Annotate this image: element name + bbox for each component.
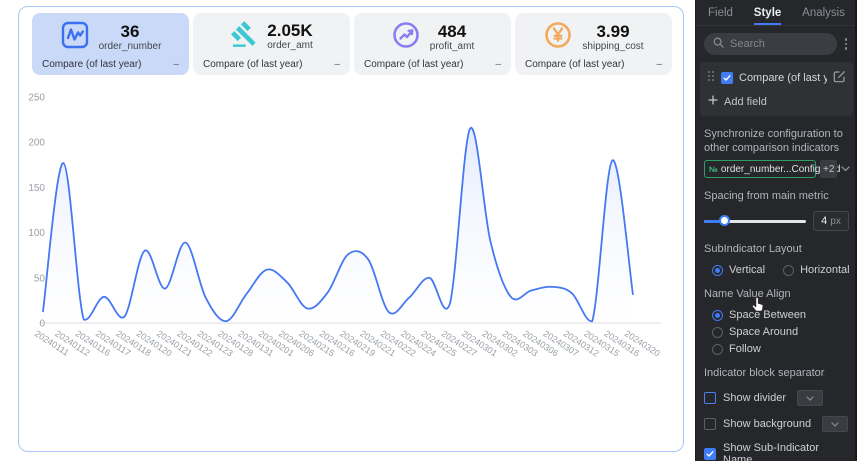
search-placeholder: Search — [730, 38, 765, 50]
collapse-indicator[interactable]: – — [495, 59, 501, 70]
plus-icon — [708, 95, 718, 108]
kpi-value: 2.05K — [267, 21, 313, 40]
pulse-chart-icon — [60, 20, 90, 55]
radio-icon[interactable] — [712, 326, 723, 338]
kpi-card-row: 36 order_number Compare (of last year) – — [32, 13, 672, 75]
compare-sub-indicator: Compare (of last year) — [203, 59, 303, 70]
field-list: Compare (of last year) Add field — [700, 62, 853, 116]
series-line — [42, 127, 634, 323]
chart-widget[interactable]: 36 order_number Compare (of last year) – — [18, 6, 684, 452]
kpi-card-profit-amt[interactable]: 484 profit_amt Compare (of last year) – — [354, 13, 511, 75]
radio-space-around[interactable]: Space Around — [712, 326, 849, 338]
kpi-label: order_amt — [267, 40, 313, 51]
spacing-unit: px — [830, 215, 841, 227]
y-axis-tick-label: 200 — [28, 138, 45, 149]
trend-up-icon — [391, 20, 421, 55]
field-checkbox[interactable] — [721, 71, 733, 84]
style-panel: Field Style Analysis Search — [695, 0, 857, 461]
search-input[interactable]: Search — [704, 33, 837, 55]
field-tag: № order_number...Configured — [704, 160, 840, 178]
field-item-label: Compare (of last year) — [739, 71, 827, 84]
spacing-value: 4 — [821, 215, 828, 227]
sync-target-select[interactable]: № order_number...Configured +2 — [704, 160, 851, 178]
area-fill — [43, 127, 633, 323]
background-style-dropdown[interactable] — [822, 416, 849, 432]
kpi-label: profit_amt — [429, 41, 475, 52]
align-label: Name Value Align — [704, 288, 791, 300]
show-divider-checkbox[interactable] — [704, 392, 716, 404]
separator-label: Indicator block separator — [704, 367, 825, 379]
search-icon — [713, 37, 724, 51]
y-axis-tick-label: 100 — [28, 228, 45, 239]
spacing-slider[interactable] — [704, 215, 806, 227]
field-item-compare[interactable]: Compare (of last year) — [700, 65, 853, 90]
tab-style[interactable]: Style — [753, 7, 782, 25]
radio-follow[interactable]: Follow — [712, 343, 849, 355]
radio-icon[interactable] — [712, 343, 723, 355]
radio-icon[interactable] — [712, 309, 723, 321]
y-axis-labels: 0 50 100 150 200 250 — [28, 93, 45, 330]
gavel-icon — [230, 20, 258, 53]
radio-space-between[interactable]: Space Between — [712, 309, 849, 321]
kpi-value: 3.99 — [596, 22, 630, 41]
show-background-checkbox[interactable] — [704, 418, 716, 430]
show-background-row[interactable]: Show background — [704, 416, 849, 432]
more-options-icon[interactable] — [843, 38, 850, 50]
sync-config-label: Synchronize configuration to other compa… — [704, 128, 843, 154]
kpi-label: shipping_cost — [582, 41, 644, 52]
chevron-down-icon — [841, 163, 851, 175]
yen-icon — [543, 20, 573, 55]
tab-analysis[interactable]: Analysis — [802, 7, 845, 19]
kpi-card-shipping-cost[interactable]: 3.99 shipping_cost Compare (of last year… — [515, 13, 672, 75]
drag-handle-icon[interactable] — [707, 70, 715, 85]
add-field-button[interactable]: Add field — [700, 90, 853, 113]
compare-sub-indicator: Compare (of last year) — [525, 59, 625, 70]
add-field-label: Add field — [724, 95, 767, 108]
y-axis-tick-label: 50 — [34, 273, 46, 284]
compare-sub-indicator: Compare (of last year) — [42, 59, 142, 70]
collapse-indicator[interactable]: – — [173, 59, 179, 70]
radio-icon[interactable] — [783, 264, 795, 276]
field-tag-label: order_number...Configured — [720, 163, 841, 175]
collapse-indicator[interactable]: – — [334, 59, 340, 70]
show-sub-indicator-name-row[interactable]: Show Sub-Indicator Name — [704, 442, 849, 461]
panel-scrollbar-track[interactable] — [855, 0, 857, 461]
kpi-value: 484 — [437, 22, 467, 41]
show-divider-row[interactable]: Show divider — [704, 390, 849, 406]
y-axis-tick-label: 150 — [28, 183, 45, 194]
compare-sub-indicator: Compare (of last year) — [364, 59, 464, 70]
spacing-value-input[interactable]: 4 px — [813, 211, 849, 231]
tab-field[interactable]: Field — [708, 7, 733, 19]
line-chart[interactable]: 0 50 100 150 200 250 202401112024011220240116… — [19, 83, 685, 383]
kpi-label: order_number — [98, 41, 162, 52]
radio-vertical[interactable]: Vertical — [712, 264, 765, 276]
panel-tabs: Field Style Analysis — [696, 0, 857, 26]
x-axis-labels: 2024011120240112202401162024011720240118… — [33, 328, 662, 358]
slider-knob[interactable] — [719, 215, 731, 226]
y-axis-tick-label: 0 — [39, 319, 45, 330]
show-sub-indicator-name-checkbox[interactable] — [704, 448, 716, 460]
kpi-value: 36 — [120, 22, 140, 41]
numeric-field-icon: № — [709, 164, 718, 174]
radio-horizontal[interactable]: Horizontal — [783, 264, 850, 276]
y-axis-tick-label: 250 — [28, 93, 45, 104]
more-count-chip: +2 — [820, 160, 838, 178]
edit-icon[interactable] — [833, 70, 846, 86]
sub-layout-label: SubIndicator Layout — [704, 243, 802, 255]
spacing-label: Spacing from main metric — [704, 190, 829, 202]
mouse-cursor-hand — [749, 295, 767, 320]
collapse-indicator[interactable]: – — [656, 59, 662, 70]
divider-style-dropdown[interactable] — [796, 390, 823, 406]
sub-layout-options: Vertical Horizontal — [712, 264, 850, 276]
kpi-card-order-amt[interactable]: 2.05K order_amt Compare (of last year) – — [193, 13, 350, 75]
radio-icon[interactable] — [712, 264, 723, 276]
kpi-card-order-number[interactable]: 36 order_number Compare (of last year) – — [32, 13, 189, 75]
